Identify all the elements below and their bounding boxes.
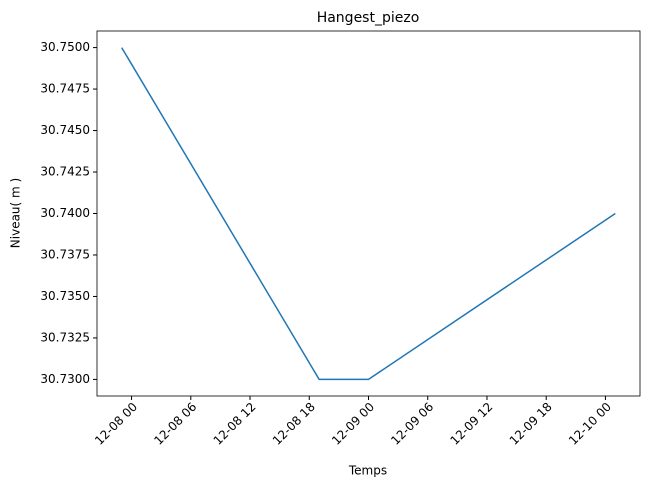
y-tick-label: 30.7350	[40, 289, 90, 303]
y-tick-label: 30.7425	[40, 165, 90, 179]
x-tick-label: 12-09 06	[388, 400, 436, 448]
plot-area	[96, 30, 641, 397]
x-tick-label: 12-08 00	[92, 400, 140, 448]
y-tick-label: 30.7475	[40, 82, 90, 96]
chart-title: Hangest_piezo	[317, 10, 420, 26]
y-tick-label: 30.7300	[40, 372, 90, 386]
y-tick-label: 30.7325	[40, 330, 90, 344]
x-tick-label: 12-08 12	[211, 400, 259, 448]
x-tick-label: 12-09 12	[448, 400, 496, 448]
y-axis-label: Niveau( m )	[9, 178, 23, 248]
y-tick-label: 30.7400	[40, 206, 90, 220]
y-tick-label: 30.7450	[40, 123, 90, 137]
line	[121, 47, 616, 381]
x-tick-label: 12-08 18	[270, 400, 318, 448]
x-tick-label: 12-09 00	[329, 400, 377, 448]
x-axis-label: Temps	[348, 464, 387, 478]
y-tick-label: 30.7375	[40, 247, 90, 261]
y-tick-label: 30.7500	[40, 40, 90, 54]
x-tick-label: 12-08 06	[151, 400, 199, 448]
x-tick-label: 12-09 18	[507, 400, 555, 448]
x-tick-label: 12-10 00	[566, 400, 614, 448]
